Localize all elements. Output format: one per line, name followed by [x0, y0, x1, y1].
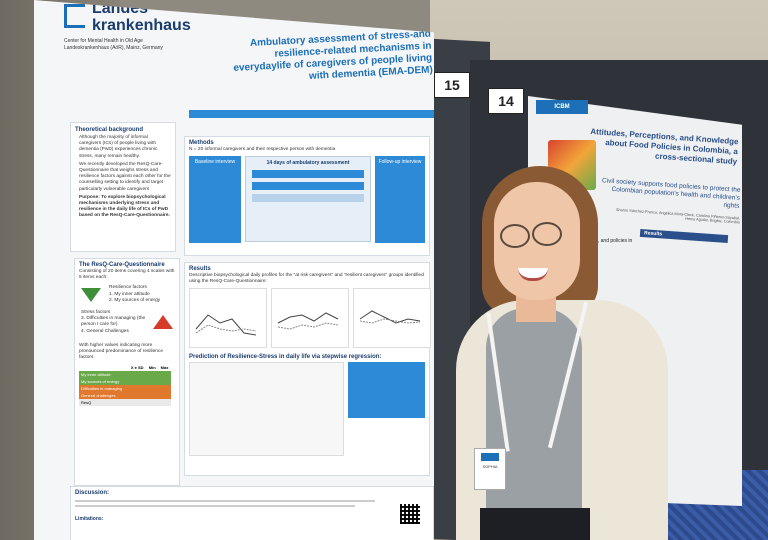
methods-heading: Methods [189, 140, 214, 146]
table-cell: My sources of energy [81, 379, 120, 385]
discussion-heading: Discussion: [75, 490, 110, 496]
board-number-15: 15 [434, 72, 470, 98]
resq-note: With higher values indicating more prono… [79, 342, 163, 361]
background-bullet-3: Purpose: To explore biopsychological mec… [79, 194, 170, 219]
stress-item-1: 3. Difficulties in managing (the person … [81, 316, 146, 328]
table-header-cell: Max [160, 365, 169, 371]
series-line [277, 322, 339, 330]
theoretical-background-box: Theoretical background Although the majo… [70, 122, 176, 252]
methods-box: Methods N = 20 informal caregivers and t… [184, 136, 430, 256]
series-line [195, 314, 257, 336]
table-cell: My inner attitude [81, 372, 111, 378]
followup-interview-panel: Follow-up interview [375, 156, 425, 244]
table-header-cell: X ± SD [130, 365, 144, 371]
profile-chart-2 [271, 288, 349, 349]
logo-icon [64, 4, 85, 28]
stress-list: Stress factors 3. Difficulties in managi… [81, 310, 147, 335]
stress-row: Stress factors 3. Difficulties in managi… [75, 308, 179, 337]
person-smile [518, 268, 548, 281]
discussion-box: Discussion: Limitations: [70, 486, 434, 540]
profile-chart-1 [189, 288, 267, 349]
resq-heading: The ResQ-Care-Questionnaire [79, 262, 165, 268]
resq-table: X ± SD Min Max My inner attitude My sour… [79, 364, 171, 407]
person-shirt [486, 308, 582, 540]
table-row: My inner attitude [79, 371, 171, 379]
resilience-item-2: 2. My sources of energy [109, 297, 161, 303]
assessment-row-bar [252, 182, 364, 191]
results-box: Results Descriptive biopsychological dai… [184, 262, 431, 476]
background-bullet-2: We recently developed the ResQ-Care-Ques… [79, 161, 171, 192]
regression-table [189, 362, 344, 457]
series-line [195, 324, 257, 334]
profile-chart-2-svg [277, 312, 339, 330]
name-badge: SOPHIA [474, 448, 506, 490]
main-poster: Landes krankenhaus Center for Mental Hea… [34, 0, 434, 540]
logo-line-2: krankenhaus [92, 17, 191, 34]
resq-description: Consisting of 20 items covering 4 scales… [79, 269, 175, 281]
badge-name: SOPHIA [482, 464, 498, 469]
stress-item-2: 4. General Challenges [81, 328, 129, 334]
board-number-14: 14 [488, 88, 524, 114]
background-bullet-1: Although the majority of informal caregi… [79, 135, 158, 159]
resilience-arrow-icon [81, 287, 101, 302]
table-row: ResQ [79, 399, 171, 407]
results-description: Descriptive biopsychological daily profi… [189, 273, 424, 285]
baseline-interview-panel: Baseline interview [189, 156, 241, 244]
daily-profile-charts [185, 288, 431, 349]
discussion-text-line [75, 500, 375, 502]
results-heading: Results [189, 266, 211, 272]
profile-chart-3-svg [359, 310, 421, 324]
stress-arrow-icon [153, 315, 173, 330]
series-line [359, 310, 421, 324]
table-row: Difficulties in managing [79, 385, 171, 393]
glasses-icon [532, 222, 562, 246]
methods-flow: Baseline interview 14 days of ambulatory… [185, 156, 429, 244]
regression-highlight-box [347, 362, 425, 419]
table-row: General challenges [79, 392, 171, 400]
table-header-cell: Min [148, 365, 156, 371]
second-poster-logo: ICBM [536, 100, 588, 114]
series-line [277, 312, 339, 324]
institution-text: Center for Mental Health in Old Age Land… [64, 38, 163, 51]
methods-description: N = 20 informal caregivers and their res… [189, 147, 336, 152]
resilience-list: Resilience factors 1. My inner attitude … [109, 285, 160, 304]
resq-care-box: The ResQ-Care-Questionnaire Consisting o… [74, 258, 180, 486]
resilience-item-1: 1. My inner attitude [109, 291, 150, 297]
table-cell: Difficulties in managing [81, 386, 123, 392]
table-cell: General challenges [81, 393, 116, 399]
profile-chart-1-svg [195, 314, 257, 336]
table-header-cell [79, 364, 128, 371]
limitations-heading: Limitations: [75, 516, 104, 522]
assessment-row-bar [252, 170, 364, 179]
theoretical-background-heading: Theoretical background [75, 127, 144, 133]
badge-logo-icon [481, 453, 499, 461]
resilience-row: Resilience factors 1. My inner attitude … [75, 281, 179, 308]
title-band [189, 110, 434, 118]
resilience-label: Resilience factors [109, 285, 147, 291]
discussion-text-line [75, 505, 355, 507]
qr-code-icon [400, 504, 420, 524]
assessment-row-bar [252, 194, 364, 203]
profile-chart-3 [353, 288, 431, 349]
person-skirt [480, 508, 590, 540]
prediction-heading: Prediction of Resilience-Stress in daily… [189, 354, 382, 361]
ambulatory-assessment-panel: 14 days of ambulatory assessment [245, 156, 371, 243]
table-cell: ResQ [81, 400, 92, 406]
glasses-icon [500, 224, 530, 248]
table-row: My sources of energy [79, 378, 171, 386]
series-line [359, 318, 421, 324]
stress-label: Stress factors [81, 310, 111, 316]
ambulatory-label: 14 days of ambulatory assessment [266, 160, 350, 167]
prediction-panels [185, 362, 429, 457]
poster-title: Ambulatory assessment of stress-and resi… [233, 28, 434, 82]
table-header-row: X ± SD Min Max [79, 364, 171, 371]
